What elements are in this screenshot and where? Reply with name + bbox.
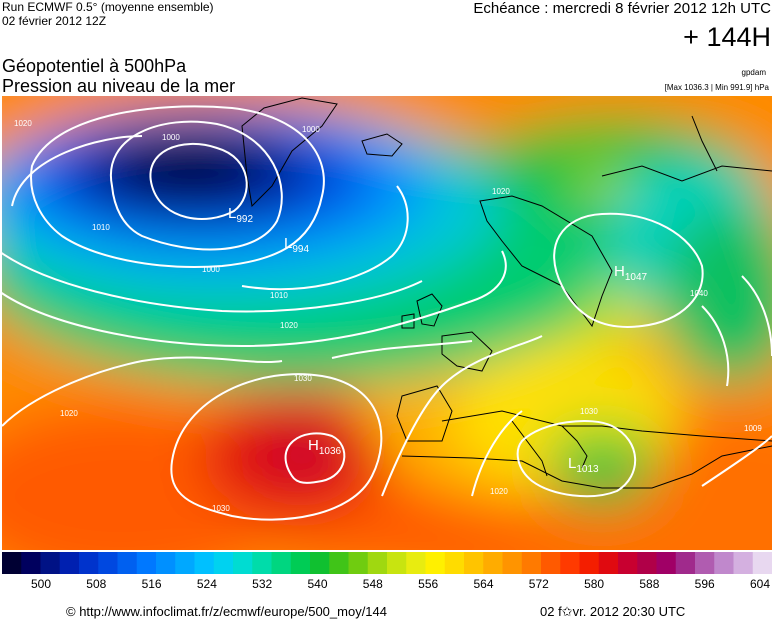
map-canvas: 1000 1000 1000 1010 1010 1020 1020 1020 …	[2, 96, 772, 550]
color-scale-bar	[2, 552, 773, 574]
isobar-label: 1020	[490, 487, 508, 496]
color-scale-swatch	[733, 552, 754, 574]
isobar-labels: 1000 1000 1000 1010 1010 1020 1020 1020 …	[14, 119, 762, 513]
color-scale-swatch	[406, 552, 426, 574]
color-scale-swatch	[752, 552, 773, 574]
color-scale-swatch	[521, 552, 542, 574]
high-pressure-center: H1036	[308, 437, 342, 457]
color-scale-swatch	[598, 552, 619, 574]
isobar-label: 1020	[492, 187, 510, 196]
isobar-label: 1020	[280, 321, 298, 330]
color-scale-tick-label: 548	[362, 577, 383, 591]
color-scale-swatch	[637, 552, 657, 574]
color-scale-swatch	[348, 552, 369, 574]
color-scale-tick-label: 596	[694, 577, 715, 591]
isobar-label: 1030	[580, 407, 598, 416]
color-scale-swatch	[367, 552, 388, 574]
isobar-label: 1000	[202, 265, 220, 274]
color-scale-swatch	[98, 552, 118, 574]
color-scale-swatch	[656, 552, 677, 574]
coastlines	[241, 97, 772, 489]
low-pressure-center: L1013	[568, 455, 599, 475]
color-scale-swatch	[194, 552, 215, 574]
color-scale-swatch	[271, 552, 292, 574]
color-scale-swatch	[59, 552, 80, 574]
low-pressure-center: L994	[284, 235, 309, 255]
variable-title-pressure: Pression au niveau de la mer	[2, 76, 236, 96]
color-scale-swatch	[310, 552, 330, 574]
color-scale-swatch	[213, 552, 234, 574]
color-scale-tick-label: 604	[749, 577, 771, 591]
color-scale-tick-label: 524	[196, 577, 217, 591]
color-scale-swatches	[2, 552, 773, 574]
color-scale-swatch	[579, 552, 600, 574]
isobar-label: 1020	[60, 409, 78, 418]
color-scale-swatch	[483, 552, 503, 574]
isobar-label: 1030	[294, 374, 312, 383]
low-pressure-center: L992	[228, 205, 253, 225]
color-scale-swatch	[252, 552, 272, 574]
variable-title-geopotential: Géopotentiel à 500hPa	[2, 56, 187, 76]
color-scale-tick-label: 588	[639, 577, 660, 591]
color-scale-swatch	[464, 552, 484, 574]
color-scale-swatch	[233, 552, 253, 574]
isobar-label: 1030	[212, 504, 230, 513]
pressure-centers: L992 L994 H1047 H1036 L1013	[228, 205, 648, 475]
color-scale-swatch	[2, 552, 22, 574]
footer-source-url: © http://www.infoclimat.fr/z/ecmwf/europ…	[66, 604, 387, 619]
forecast-valid-time: Echéance : mercredi 8 février 2012 12h U…	[473, 0, 771, 17]
isobar-label: 1000	[302, 125, 320, 134]
color-scale-swatch	[618, 552, 638, 574]
units-tag: gpdam	[741, 68, 766, 77]
geopotential-field	[2, 96, 772, 550]
isobar-label: 1040	[690, 289, 708, 298]
color-scale-swatch	[425, 552, 446, 574]
footer-generated-time: 02 f✩vr. 2012 20:30 UTC	[540, 604, 686, 619]
color-scale-swatch	[117, 552, 138, 574]
color-scale-swatch	[156, 552, 176, 574]
color-scale-tick-label: 532	[252, 577, 273, 591]
isobar-label: 1020	[14, 119, 32, 128]
color-scale-swatch	[695, 552, 715, 574]
color-scale-swatch	[502, 552, 523, 574]
color-scale-swatch	[560, 552, 580, 574]
color-scale-swatch	[387, 552, 407, 574]
color-scale-swatch	[675, 552, 696, 574]
pressure-extremes: [Max 1036.3 | Min 991.9] hPa	[664, 83, 769, 92]
color-scale-swatch	[541, 552, 561, 574]
color-scale-swatch	[290, 552, 311, 574]
isobar-label: 1010	[270, 291, 288, 300]
color-scale-tick-label: 540	[307, 577, 328, 591]
run-date: 02 février 2012 12Z	[2, 14, 107, 28]
isobars	[2, 105, 772, 521]
forecast-map: 1000 1000 1000 1010 1010 1020 1020 1020 …	[2, 96, 772, 550]
color-scale-tick-label: 564	[473, 577, 494, 591]
color-scale-swatch	[329, 552, 349, 574]
color-scale-labels: 500 508 516 524 532 540 548 556 564 572 580 588 596 6…	[0, 577, 774, 593]
color-scale-swatch	[175, 552, 195, 574]
isobar-label: 1000	[162, 133, 180, 142]
run-title: Run ECMWF 0.5° (moyenne ensemble)	[2, 0, 214, 14]
high-pressure-center: H1047	[614, 263, 648, 283]
color-scale-swatch	[79, 552, 99, 574]
color-scale-tick-label: 580	[584, 577, 605, 591]
isobar-label: 1010	[92, 223, 110, 232]
color-scale-tick-label: 500	[30, 577, 52, 591]
color-scale-tick-label: 572	[528, 577, 549, 591]
color-scale-swatch	[40, 552, 61, 574]
color-scale-swatch	[444, 552, 465, 574]
color-scale-swatch	[714, 552, 734, 574]
isobar-label: 1009	[744, 424, 762, 433]
color-scale-swatch	[21, 552, 41, 574]
color-scale-tick-label: 508	[86, 577, 107, 591]
color-scale-tick-label: 516	[141, 577, 162, 591]
color-scale-tick-label: 556	[418, 577, 439, 591]
color-scale-swatch	[136, 552, 157, 574]
forecast-horizon: + 144H	[683, 22, 771, 52]
